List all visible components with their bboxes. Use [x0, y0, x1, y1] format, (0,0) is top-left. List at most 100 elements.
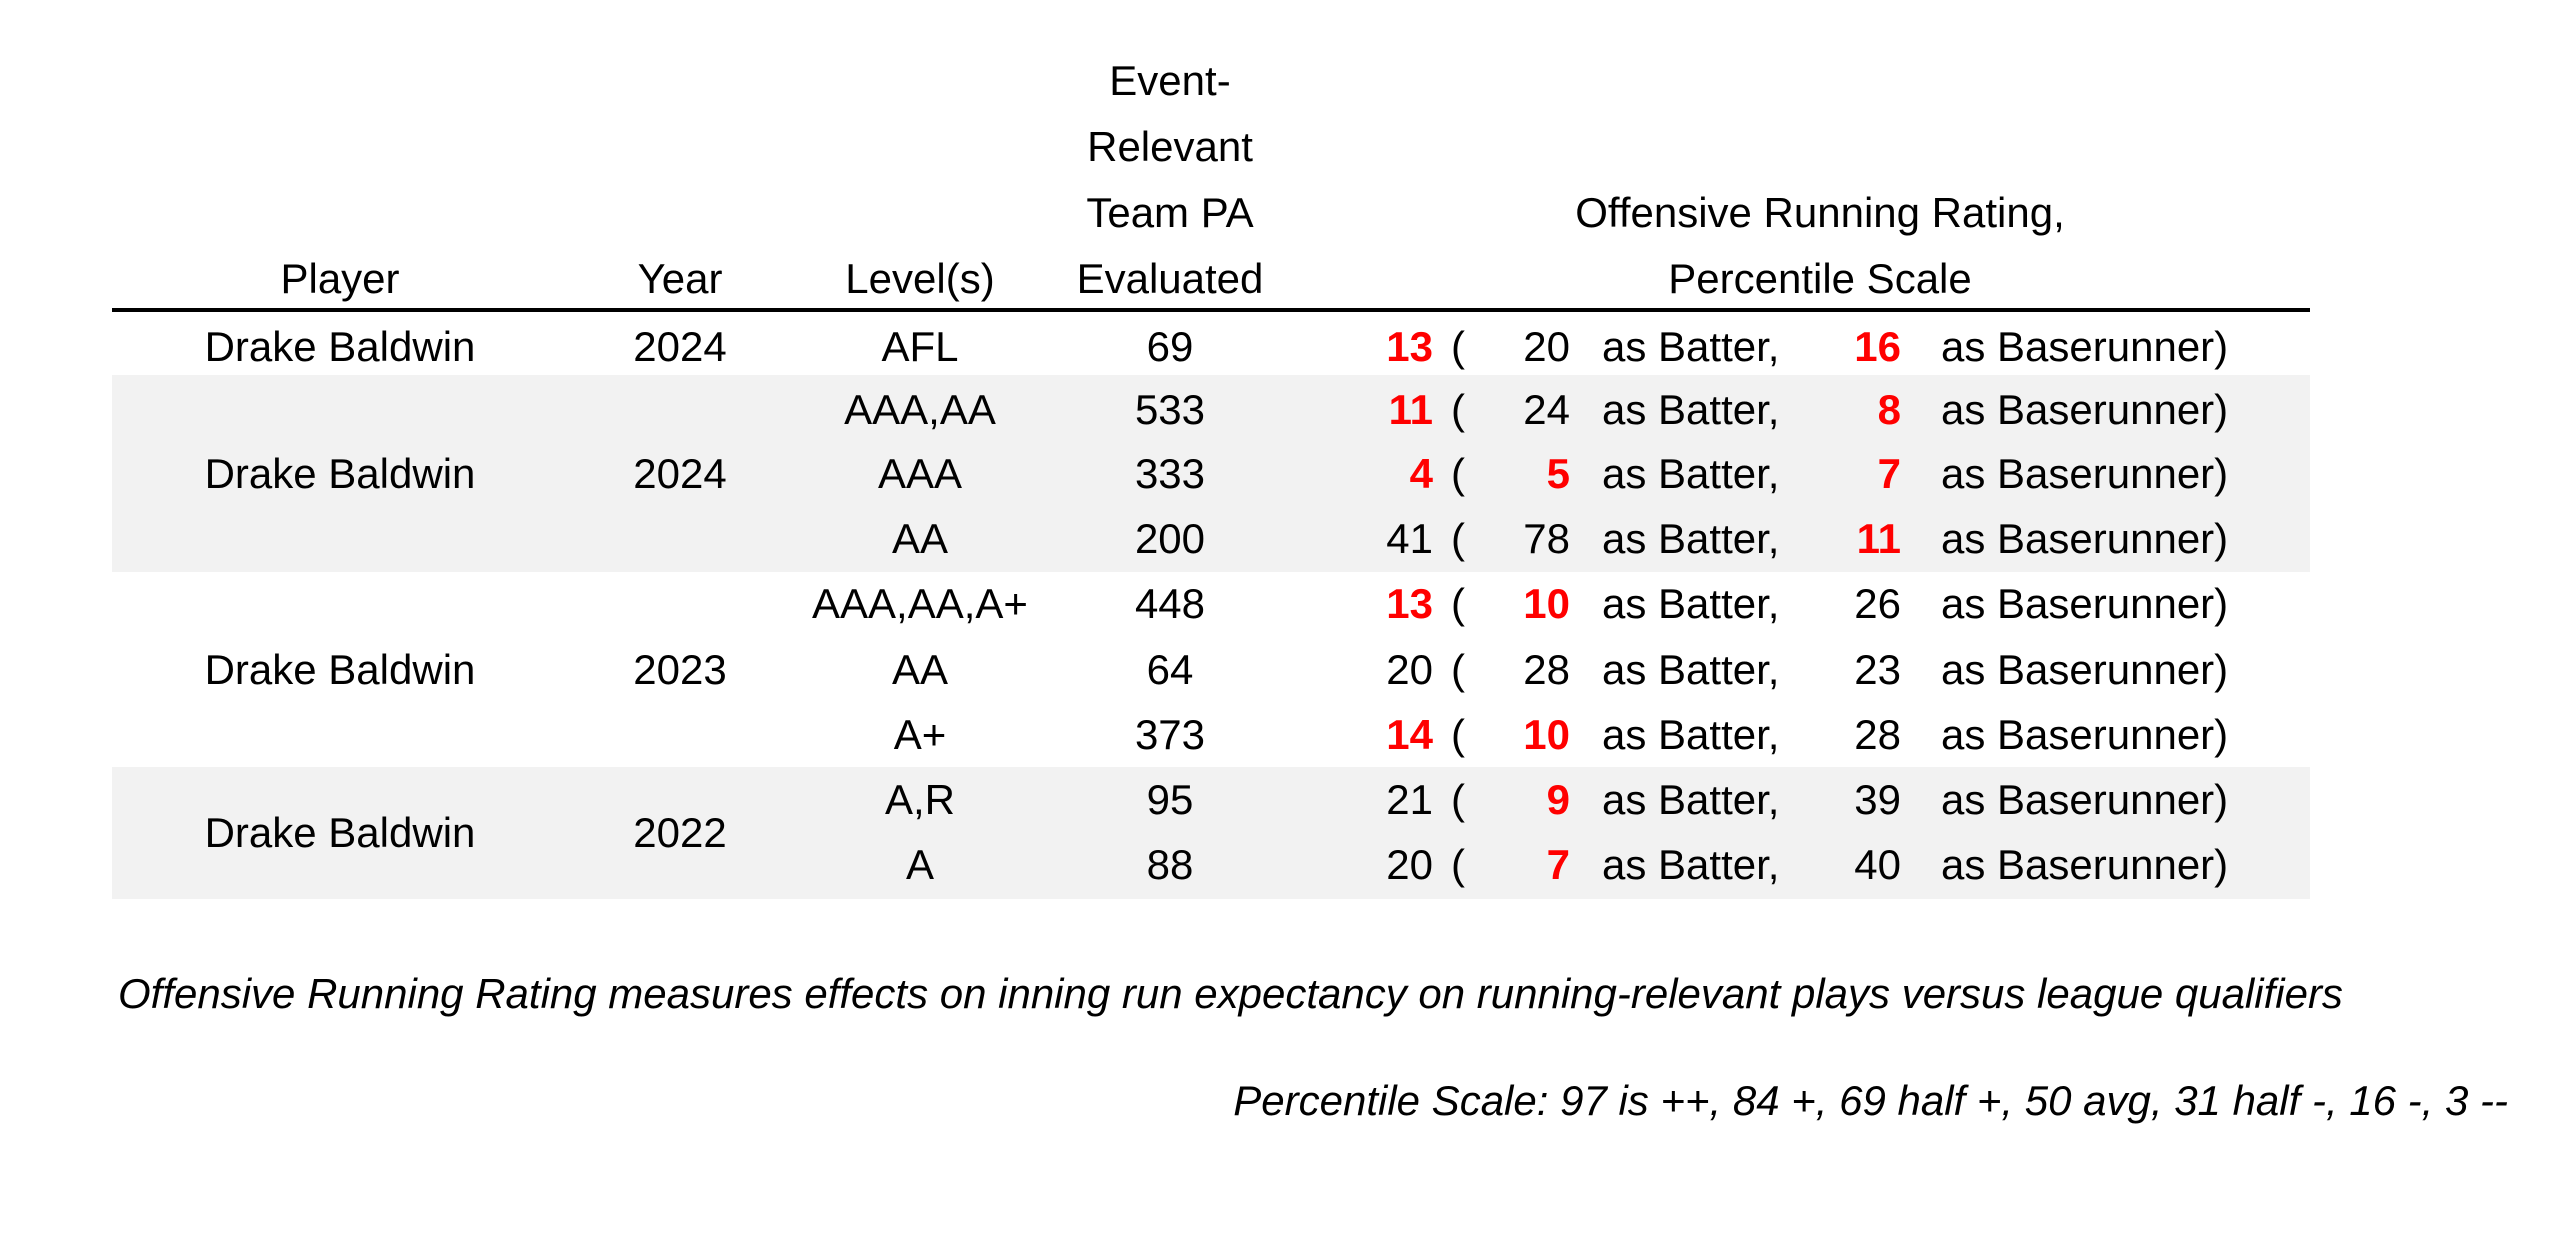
table-row: AFL 69 13 ( 20 as Batter, 16 as Baserunn… [0, 314, 2560, 379]
overall-rating: 41 [1386, 515, 1433, 562]
season-year: 2022 [633, 809, 727, 856]
baserunner-rating: 7 [1877, 450, 1901, 497]
baserunner-rating: 8 [1877, 386, 1901, 433]
overall-rating: 20 [1386, 646, 1433, 693]
batter-label: as Batter, [1602, 515, 1780, 562]
header-rating: Offensive Running Rating, Percentile Sca… [1575, 189, 2065, 302]
team-pa-cell: 64 [1146, 646, 1194, 693]
overall-rating: 4 [1409, 450, 1433, 497]
level-cell: A+ [893, 711, 947, 758]
table-row: AAA,AA,A+ 448 13 ( 10 as Batter, 26 as B… [0, 571, 2560, 636]
baserunner-label: as Baserunner) [1941, 841, 2229, 888]
batter-rating: 24 [1523, 386, 1570, 433]
team-pa-cell: 333 [1134, 450, 1206, 497]
player-name: Drake Baldwin [204, 646, 476, 693]
batter-rating: 7 [1546, 841, 1570, 888]
batter-label: as Batter, [1602, 323, 1780, 370]
batter-rating: 28 [1523, 646, 1570, 693]
batter-rating: 5 [1546, 450, 1570, 497]
table-row: AAA,AA 533 11 ( 24 as Batter, 8 as Baser… [0, 377, 2560, 442]
team-pa-cell: 373 [1134, 711, 1206, 758]
overall-rating: 21 [1386, 776, 1433, 823]
batter-rating: 9 [1546, 776, 1570, 823]
group-band [112, 767, 2310, 899]
open-paren: ( [1451, 841, 1465, 888]
team-pa-cell: 448 [1134, 580, 1206, 627]
season-year: 2024 [633, 450, 727, 497]
header-team-pa: Event- Relevant Team PA Evaluated [1076, 57, 1264, 302]
batter-rating: 10 [1523, 580, 1570, 627]
baserunner-rating: 40 [1854, 841, 1901, 888]
baserunner-label: as Baserunner) [1941, 386, 2229, 433]
player-name: Drake Baldwin [204, 809, 476, 856]
overall-rating: 11 [1388, 386, 1433, 433]
table-row: AA 200 41 ( 78 as Batter, 11 as Baserunn… [0, 506, 2560, 571]
overall-rating: 14 [1386, 711, 1433, 758]
rating-definition-note: Offensive Running Rating measures effect… [118, 970, 2343, 1017]
batter-rating: 20 [1523, 323, 1570, 370]
batter-rating: 78 [1523, 515, 1570, 562]
baserunner-rating: 16 [1854, 323, 1901, 370]
baserunner-label: as Baserunner) [1941, 450, 2229, 497]
team-pa-cell: 88 [1146, 841, 1194, 888]
batter-label: as Batter, [1602, 450, 1780, 497]
baserunner-label: as Baserunner) [1941, 776, 2229, 823]
batter-label: as Batter, [1602, 646, 1780, 693]
player-name: Drake Baldwin [204, 323, 476, 370]
season-year: 2023 [633, 646, 727, 693]
baserunner-rating: 26 [1854, 580, 1901, 627]
header-year: Year [637, 255, 723, 302]
baserunner-label: as Baserunner) [1941, 515, 2229, 562]
level-cell: AA [891, 515, 949, 562]
team-pa-cell: 200 [1134, 515, 1206, 562]
table-row: A+ 373 14 ( 10 as Batter, 28 as Baserunn… [0, 702, 2560, 767]
level-cell: AA [891, 646, 949, 693]
open-paren: ( [1451, 515, 1465, 562]
batter-label: as Batter, [1602, 711, 1780, 758]
batter-label: as Batter, [1602, 580, 1780, 627]
open-paren: ( [1451, 386, 1465, 433]
open-paren: ( [1451, 323, 1465, 370]
baserunner-rating: 11 [1856, 515, 1901, 562]
baserunner-rating: 28 [1854, 711, 1901, 758]
level-cell: AFL [881, 323, 959, 370]
baserunner-label: as Baserunner) [1941, 323, 2229, 370]
overall-rating: 13 [1386, 323, 1433, 370]
baserunner-label: as Baserunner) [1941, 580, 2229, 627]
baserunner-rating: 39 [1854, 776, 1901, 823]
open-paren: ( [1451, 580, 1465, 627]
open-paren: ( [1451, 776, 1465, 823]
baserunner-rating: 23 [1854, 646, 1901, 693]
open-paren: ( [1451, 450, 1465, 497]
open-paren: ( [1451, 646, 1465, 693]
team-pa-cell: 69 [1146, 323, 1194, 370]
overall-rating: 20 [1386, 841, 1433, 888]
level-cell: AAA [877, 450, 963, 497]
team-pa-cell: 533 [1134, 386, 1206, 433]
baserunner-label: as Baserunner) [1941, 711, 2229, 758]
header-divider [112, 308, 2310, 312]
season-year: 2024 [633, 323, 727, 370]
level-cell: A,R [884, 776, 955, 823]
level-cell: AAA,AA [844, 386, 996, 433]
group-band [112, 375, 2310, 572]
baserunner-label: as Baserunner) [1941, 646, 2229, 693]
table-row: AAA 333 4 ( 5 as Batter, 7 as Baserunner… [0, 441, 2560, 506]
team-pa-cell: 95 [1146, 776, 1194, 823]
open-paren: ( [1451, 711, 1465, 758]
header-levels: Level(s) [845, 255, 995, 302]
overall-rating: 13 [1386, 580, 1433, 627]
percentile-scale-note: Percentile Scale: 97 is ++, 84 +, 69 hal… [1233, 1077, 2508, 1124]
batter-label: as Batter, [1602, 386, 1780, 433]
batter-label: as Batter, [1602, 841, 1780, 888]
level-cell: A [905, 841, 934, 888]
table-row: A 88 20 ( 7 as Batter, 40 as Baserunner) [0, 832, 2560, 897]
player-name: Drake Baldwin [204, 450, 476, 497]
level-cell: AAA,AA,A+ [812, 580, 1028, 627]
header-player: Player [280, 255, 400, 302]
table-row: A,R 95 21 ( 9 as Batter, 39 as Baserunne… [0, 767, 2560, 832]
table-row: AA 64 20 ( 28 as Batter, 23 as Baserunne… [0, 637, 2560, 702]
batter-rating: 10 [1523, 711, 1570, 758]
batter-label: as Batter, [1602, 776, 1780, 823]
